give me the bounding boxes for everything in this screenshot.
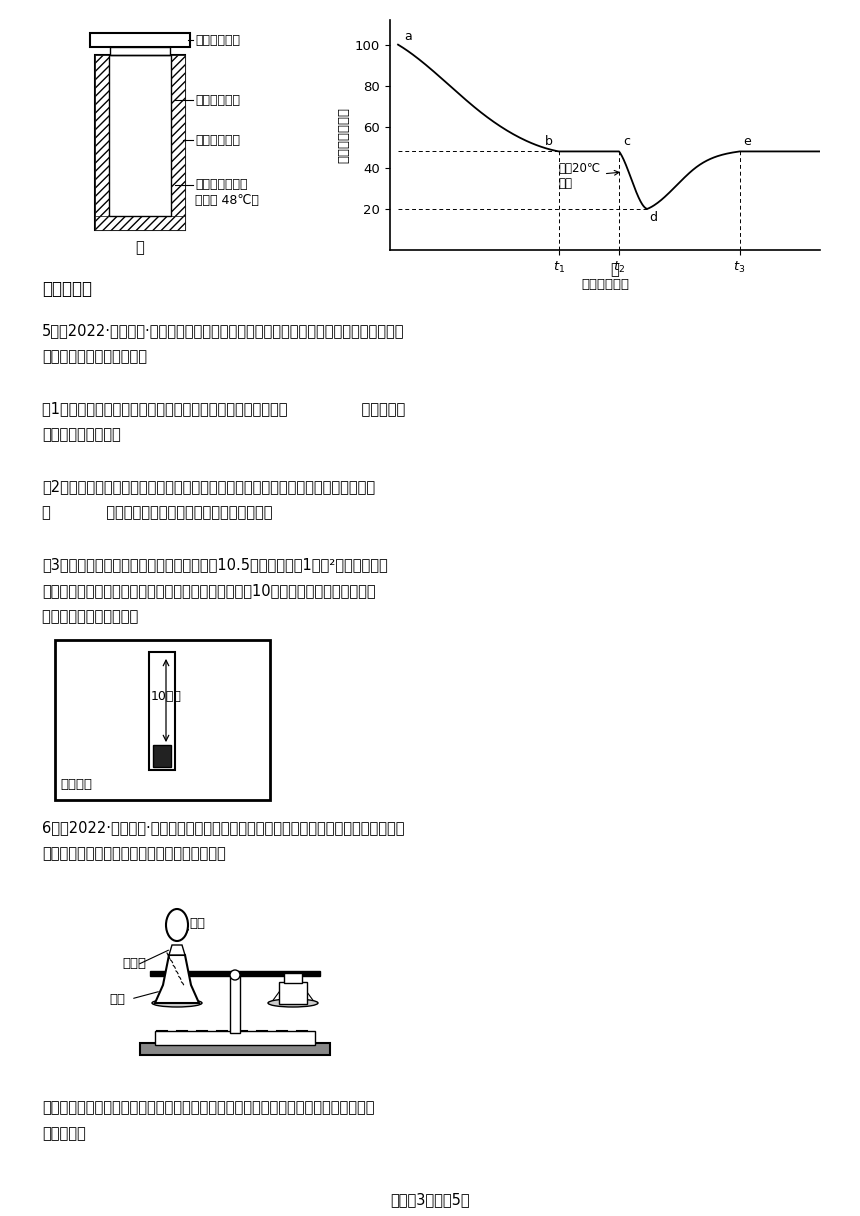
Y-axis label: 水温（摄氏度）: 水温（摄氏度） [338,107,351,163]
Text: （3）把鸡蛋从食盐溶液中取出，将总质量为10.5克、底面积为1厘米²的塑料管放入: （3）把鸡蛋从食盐溶液中取出，将总质量为10.5克、底面积为1厘米²的塑料管放入 [42,557,388,572]
Bar [230,975,240,1034]
Text: 【实验思路】先确认化学反应已经发生，再比较反应物的质量总和和生成物的质量总和: 【实验思路】先确认化学反应已经发生，再比较反应物的质量总和和生成物的质量总和 [42,1100,374,1115]
Text: 该食盐溶液中，直立漂浮时测得液面下塑料管的长度为10厘米，如图所示。请计算该: 该食盐溶液中，直立漂浮时测得液面下塑料管的长度为10厘米，如图所示。请计算该 [42,582,376,598]
Bar [153,745,171,767]
Text: 鲜鸡蛋的密度，步骤如下：: 鲜鸡蛋的密度，步骤如下： [42,349,147,364]
Text: 细铁丝: 细铁丝 [122,957,146,970]
Bar [284,973,302,983]
Bar [150,972,320,976]
Text: 夹层：海波晶体: 夹层：海波晶体 [195,179,248,191]
Text: 杯盖：厚塑料: 杯盖：厚塑料 [195,34,240,46]
Text: 倒入20℃
的水: 倒入20℃ 的水 [559,162,619,190]
Text: 气球: 气球 [189,917,205,930]
Bar [149,652,175,770]
Bar [95,55,109,230]
Bar [110,47,170,55]
Bar [55,640,270,800]
Polygon shape [169,945,185,955]
Text: 于            状态时，鸡蛋的密度等于食盐溶液的密度。: 于 状态时，鸡蛋的密度等于食盐溶液的密度。 [42,505,273,520]
Text: e: e [744,135,752,148]
Polygon shape [155,955,199,1003]
Text: （熔点 48℃）: （熔点 48℃） [195,193,259,207]
Text: 甲: 甲 [136,240,144,255]
Text: 食盐溶液: 食盐溶液 [60,778,92,790]
Text: 乙: 乙 [611,261,619,277]
Bar [171,55,185,230]
Text: 10厘米: 10厘米 [151,689,181,703]
Text: 白磷: 白磷 [109,993,125,1006]
Text: （1）室温下，将食盐晶体慢慢加入水中，充分搅拌，当观察到                现象时，所: （1）室温下，将食盐晶体慢慢加入水中，充分搅拌，当观察到 现象时，所 [42,401,405,416]
Bar [95,55,185,230]
Text: 是否相等。: 是否相等。 [42,1126,86,1141]
Bar [155,1031,315,1045]
X-axis label: 时间（分钟）: 时间（分钟） [581,277,629,291]
Circle shape [230,970,240,980]
Text: 得溶液为饱和溶液。: 得溶液为饱和溶液。 [42,427,120,441]
Text: 6．（2022·浙江舟山·中考真题）小舟选用白磷、锥形瓶、气球、天平等药品和器材，探: 6．（2022·浙江舟山·中考真题）小舟选用白磷、锥形瓶、气球、天平等药品和器材… [42,820,404,835]
Bar [95,216,185,230]
Text: 新鲜鸡蛋的密度为多少？: 新鲜鸡蛋的密度为多少？ [42,609,185,624]
Text: d: d [649,212,657,224]
Ellipse shape [268,1000,318,1007]
Bar [140,1043,330,1055]
Text: c: c [624,135,630,148]
Text: b: b [545,135,553,148]
Text: 外壳：厚塑料: 外壳：厚塑料 [195,134,240,146]
Text: 试卷第3页，共5页: 试卷第3页，共5页 [390,1192,470,1207]
Bar [279,983,307,1004]
Ellipse shape [152,1000,202,1007]
Text: a: a [404,29,412,43]
Ellipse shape [166,910,188,941]
Text: 内胆：不锈钢: 内胆：不锈钢 [195,94,240,107]
Text: 二、探究题: 二、探究题 [42,280,92,298]
Text: （2）将新鲜鸡蛋放入上述饱和溶液中，鸡蛋处于漂浮状态。然后慢慢加水，当鸡蛋处: （2）将新鲜鸡蛋放入上述饱和溶液中，鸡蛋处于漂浮状态。然后慢慢加水，当鸡蛋处 [42,479,375,494]
Bar [109,55,171,216]
Text: 究化学反应中物质质量的变化规律，装置如图。: 究化学反应中物质质量的变化规律，装置如图。 [42,846,225,861]
Bar [90,33,190,47]
Bar [109,55,171,216]
Text: 5．（2022·浙江台州·中考真题）某同学用食盐、水和一支装有沙子的薄塑料管来测量新: 5．（2022·浙江台州·中考真题）某同学用食盐、水和一支装有沙子的薄塑料管来测… [42,323,404,338]
